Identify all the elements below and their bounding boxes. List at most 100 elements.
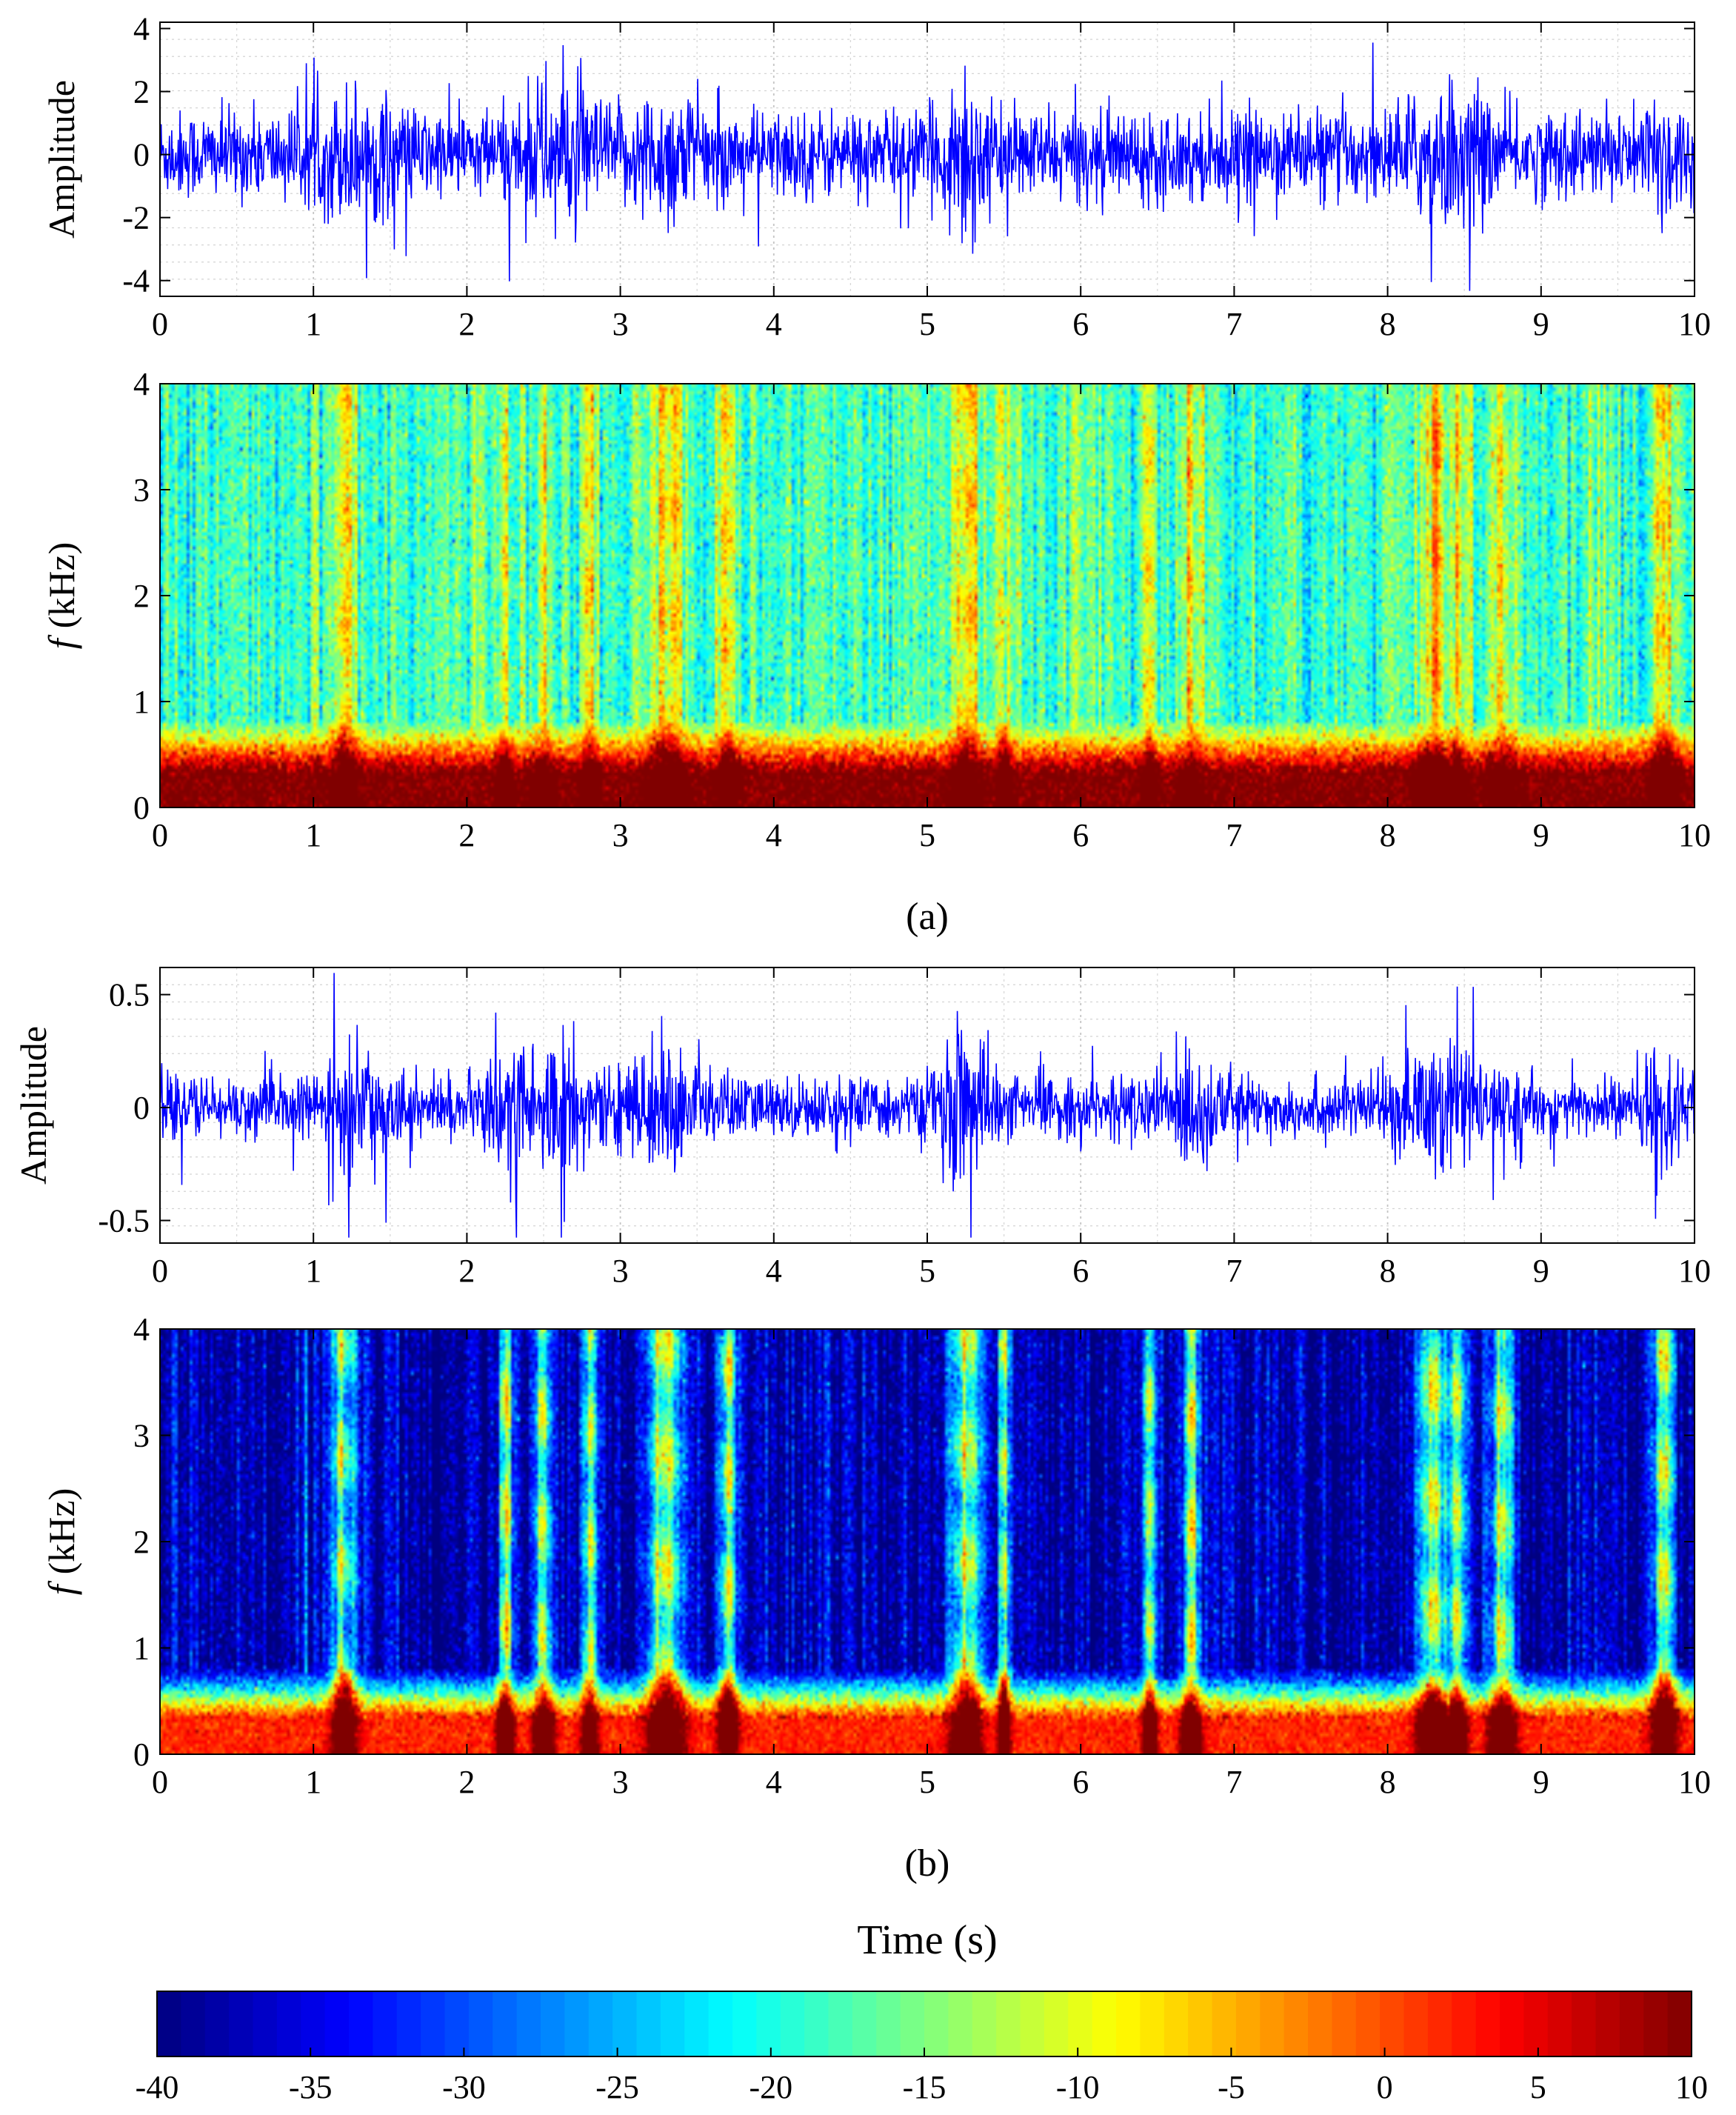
- colorbar-cell: [1283, 1991, 1309, 2056]
- colorbar-cell: [516, 1991, 541, 2056]
- y-tick-label: -2: [122, 200, 150, 236]
- colorbar-tick-label: -35: [289, 2069, 333, 2105]
- y-tick-labels: 4 3 2 1 0: [133, 366, 150, 826]
- frequency-symbol: f: [41, 634, 82, 649]
- x-tick-label: 3: [612, 1764, 629, 1800]
- x-tick-label: 10: [1678, 1764, 1711, 1800]
- x-tick-label: 0: [152, 306, 168, 342]
- x-tick-label: 4: [766, 1764, 782, 1800]
- y-tick-label: 0.5: [109, 977, 150, 1013]
- colorbar-tick-label: -25: [595, 2069, 639, 2105]
- colorbar-cell: [588, 1991, 613, 2056]
- y-tick-label: 3: [133, 1418, 150, 1454]
- colorbar-cell: [157, 1991, 181, 2056]
- colorbar-cell: [900, 1991, 925, 2056]
- x-tick-labels: 0 1 2 3 4 5 6 7 8 9 10: [152, 1764, 1711, 1800]
- x-tick-label: 6: [1072, 817, 1089, 853]
- x-tick-label: 4: [766, 1253, 782, 1289]
- x-tick-label: 3: [612, 1253, 629, 1289]
- colorbar-cell: [876, 1991, 901, 2056]
- colorbar-cell: [324, 1991, 350, 2056]
- colorbar-cell: [301, 1991, 326, 2056]
- y-tick-label: 0: [133, 137, 150, 173]
- x-tick-label: 2: [458, 306, 475, 342]
- y-tick-label: 4: [133, 366, 150, 402]
- colorbar-cell: [828, 1991, 853, 2056]
- colorbar-tick-marks: [156, 2048, 1692, 2056]
- colorbar-cell: [660, 1991, 685, 2056]
- colorbar-tick-label: -15: [903, 2069, 947, 2105]
- colorbar-cell: [636, 1991, 661, 2056]
- panel-b-waveform: 0.50-0.5 0 1 2 3 4 5 6 7 8 9 10 Amplitude: [13, 967, 1711, 1289]
- tick-marks: [159, 1328, 1695, 1755]
- colorbar-cell: [493, 1991, 518, 2056]
- colorbar-cell: [1500, 1991, 1524, 2056]
- y-axis-label: f (kHz): [41, 1488, 82, 1596]
- x-tick-label: 9: [1533, 306, 1549, 342]
- tick-marks: [159, 383, 1695, 808]
- colorbar-cell: [732, 1991, 757, 2056]
- x-tick-label: 4: [766, 817, 782, 853]
- colorbar-cell: [924, 1991, 949, 2056]
- colorbar-tick-label: 5: [1530, 2069, 1546, 2105]
- colorbar: -40 -35 -30 -25 -20 -15 -10 -5 0 5 10: [136, 1991, 1708, 2105]
- y-tick-label: 3: [133, 472, 150, 508]
- x-tick-labels: 0 1 2 3 4 5 6 7 8 9 10: [152, 1253, 1711, 1289]
- y-tick-label: 1: [133, 1631, 150, 1667]
- x-tick-label: 7: [1226, 306, 1242, 342]
- x-tick-label: 8: [1380, 817, 1396, 853]
- tick-marks: [159, 967, 1695, 1243]
- colorbar-cell: [1643, 1991, 1669, 2056]
- colorbar-cell: [444, 1991, 470, 2056]
- colorbar-cell: [181, 1991, 206, 2056]
- colorbar-cell: [1212, 1991, 1237, 2056]
- x-tick-label: 2: [458, 1764, 475, 1800]
- y-tick-labels: 0.5 0 -0.5: [98, 977, 150, 1239]
- colorbar-cell: [1523, 1991, 1549, 2056]
- x-tick-label: 3: [612, 306, 629, 342]
- y-tick-labels: 4 3 2 1 0: [133, 1311, 150, 1773]
- colorbar-cell: [1475, 1991, 1500, 2056]
- colorbar-cell: [468, 1991, 493, 2056]
- colorbar-cell: [612, 1991, 638, 2056]
- y-axis-label: Amplitude: [13, 1026, 54, 1185]
- colorbar-cell: [972, 1991, 997, 2056]
- y-axis-label: f (kHz): [41, 542, 82, 650]
- colorbar-cell: [1595, 1991, 1620, 2056]
- colorbar-cell: [1116, 1991, 1141, 2056]
- x-tick-label: 5: [919, 1253, 935, 1289]
- colorbar-cell: [253, 1991, 278, 2056]
- x-tick-label: 7: [1226, 817, 1242, 853]
- x-tick-label: 10: [1678, 817, 1711, 853]
- x-tick-label: 9: [1533, 817, 1549, 853]
- colorbar-tick-label: -30: [442, 2069, 486, 2105]
- colorbar-cell: [1044, 1991, 1069, 2056]
- frequency-symbol: f: [41, 1580, 82, 1595]
- colorbar-cell: [780, 1991, 805, 2056]
- colorbar-cell: [996, 1991, 1021, 2056]
- waveform-series: [159, 973, 1695, 1238]
- caption-b: (b): [905, 1842, 950, 1885]
- x-tick-labels: 0 1 2 3 4 5 6 7 8 9 10: [152, 306, 1711, 342]
- colorbar-tick-labels: -40 -35 -30 -25 -20 -15 -10 -5 0 5 10: [136, 2069, 1708, 2105]
- colorbar-cell: [804, 1991, 829, 2056]
- frequency-unit: (kHz): [41, 542, 82, 629]
- colorbar-cell: [1619, 1991, 1644, 2056]
- colorbar-tick-label: -10: [1056, 2069, 1100, 2105]
- y-tick-label: 2: [133, 74, 150, 110]
- colorbar-cell: [1547, 1991, 1572, 2056]
- x-tick-label: 9: [1533, 1253, 1549, 1289]
- x-tick-label: 4: [766, 306, 782, 342]
- colorbar-cell: [1380, 1991, 1405, 2056]
- colorbar-tick-label: -5: [1218, 2069, 1245, 2105]
- colorbar-cell: [1403, 1991, 1429, 2056]
- colorbar-cell: [708, 1991, 733, 2056]
- y-tick-label: -4: [122, 263, 150, 299]
- frequency-unit: (kHz): [41, 1488, 82, 1575]
- colorbar-cell: [276, 1991, 301, 2056]
- colorbar-cell: [852, 1991, 877, 2056]
- y-tick-label: 1: [133, 684, 150, 720]
- colorbar-cell: [1188, 1991, 1213, 2056]
- colorbar-cell: [1308, 1991, 1332, 2056]
